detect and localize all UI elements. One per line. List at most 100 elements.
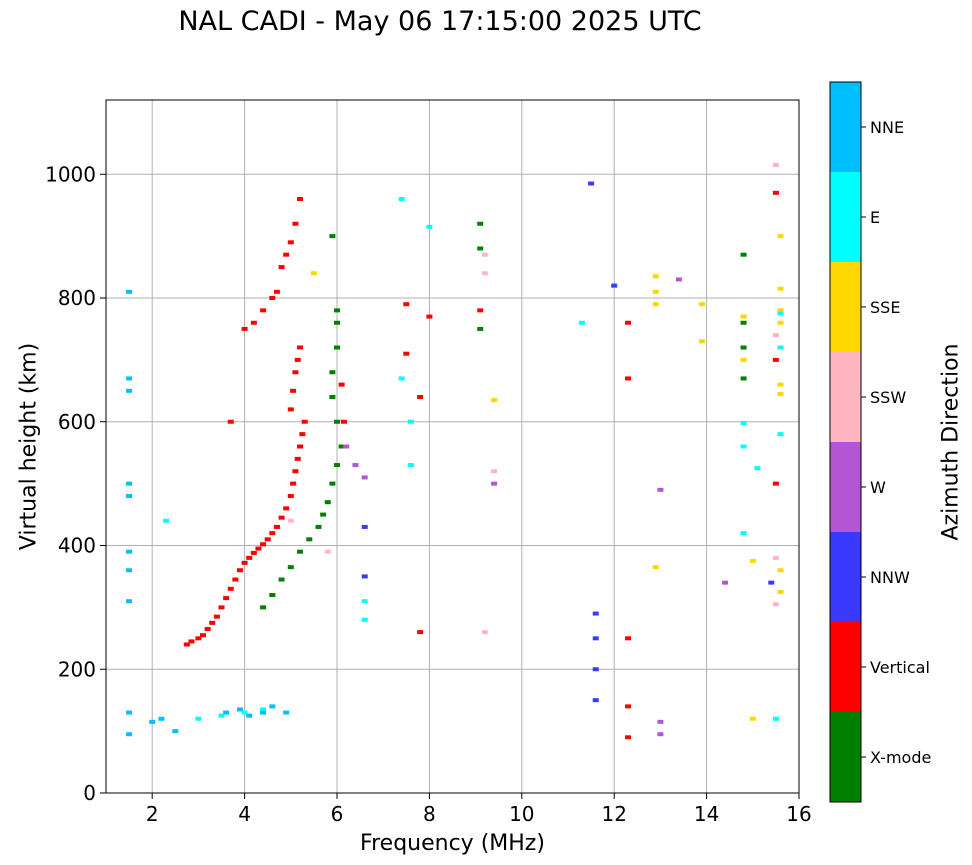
- data-point-e: [361, 599, 368, 604]
- data-point-nne: [172, 729, 179, 734]
- data-point-vertical: [297, 444, 304, 449]
- data-point-nne: [149, 719, 156, 724]
- data-point-ssw: [491, 469, 498, 474]
- data-point-x-mode: [338, 444, 345, 449]
- data-point-x-mode: [334, 320, 340, 325]
- x-tick-label: 12: [601, 802, 626, 826]
- data-point-sse: [777, 382, 784, 387]
- data-point-x-mode: [740, 252, 747, 257]
- data-point-nne: [269, 704, 276, 709]
- data-point-vertical: [241, 560, 248, 565]
- data-point-x-mode: [306, 537, 313, 542]
- data-point-ssw: [481, 252, 488, 257]
- data-point-vertical: [260, 542, 267, 547]
- data-point-sse: [698, 302, 705, 307]
- data-point-vertical: [301, 419, 308, 424]
- data-point-nne: [126, 710, 133, 715]
- data-points: [126, 162, 784, 740]
- data-point-nne: [126, 732, 133, 737]
- data-point-vertical: [269, 531, 276, 536]
- data-point-vertical: [250, 550, 257, 555]
- data-point-x-mode: [329, 234, 336, 239]
- data-point-sse: [777, 308, 784, 313]
- data-point-e: [740, 444, 747, 449]
- data-point-sse: [652, 565, 659, 570]
- data-point-x-mode: [269, 593, 276, 597]
- colorbar-tick-label: NNE: [870, 118, 904, 137]
- data-point-x-mode: [260, 605, 267, 610]
- data-point-nne: [126, 599, 133, 604]
- data-point-e: [163, 518, 170, 523]
- data-point-ssw: [772, 555, 779, 560]
- data-point-nne: [126, 494, 133, 498]
- data-point-vertical: [283, 506, 290, 511]
- data-point-vertical: [340, 419, 347, 424]
- data-point-x-mode: [329, 395, 336, 399]
- data-point-vertical: [227, 586, 234, 591]
- data-point-nne: [126, 481, 133, 486]
- data-point-w: [657, 719, 664, 724]
- data-point-vertical: [283, 252, 290, 257]
- data-point-vertical: [188, 639, 195, 644]
- data-point-vertical: [195, 636, 202, 641]
- data-point-nne: [246, 713, 253, 718]
- data-point-sse: [740, 357, 747, 362]
- y-tick-label: 600: [58, 410, 96, 434]
- data-point-ssw: [772, 162, 779, 167]
- data-point-nnw: [592, 667, 599, 672]
- colorbar: X-mode Vertical NNW W SSW SSE E NNE: [829, 81, 931, 803]
- data-point-e: [195, 716, 202, 721]
- data-point-nne: [158, 716, 165, 721]
- data-point-e: [407, 419, 414, 424]
- data-point-vertical: [260, 308, 267, 313]
- data-point-vertical: [625, 704, 632, 709]
- data-point-vertical: [625, 320, 632, 325]
- chart-title: NAL CADI - May 06 17:15:00 2025 UTC: [178, 6, 702, 37]
- y-tick-label: 1000: [45, 162, 96, 186]
- data-point-ssw: [481, 271, 488, 276]
- data-point-vertical: [297, 345, 304, 350]
- data-point-ssw: [772, 333, 779, 338]
- data-point-vertical: [772, 357, 779, 362]
- data-point-vertical: [294, 456, 301, 461]
- data-point-ssw: [324, 549, 331, 554]
- data-point-vertical: [292, 469, 299, 474]
- data-point-x-mode: [334, 463, 340, 468]
- data-point-vertical: [417, 395, 424, 399]
- colorbar-tick-label: W: [870, 478, 886, 497]
- y-tick-label: 400: [58, 534, 96, 558]
- data-point-vertical: [625, 636, 632, 641]
- data-point-vertical: [278, 515, 285, 520]
- data-point-vertical: [625, 376, 632, 381]
- colorbar-label: Azimuth Direction: [939, 343, 964, 540]
- data-point-w: [361, 475, 368, 480]
- data-point-nnw: [611, 283, 618, 288]
- data-point-nne: [223, 710, 230, 715]
- colorbar-tick-label: NNW: [870, 568, 910, 587]
- data-point-vertical: [290, 481, 297, 486]
- data-point-nne: [260, 710, 267, 715]
- colorbar-segment: [830, 532, 861, 622]
- colorbar-segment: [830, 442, 861, 532]
- y-tick-label: 200: [58, 657, 96, 681]
- data-point-vertical: [477, 308, 484, 313]
- data-point-vertical: [264, 537, 271, 542]
- data-point-e: [777, 345, 784, 350]
- x-tick-label: 16: [786, 802, 811, 826]
- data-point-e: [241, 710, 248, 715]
- data-point-nnw: [592, 698, 599, 703]
- colorbar-tick-label: Vertical: [870, 658, 930, 677]
- data-point-x-mode: [329, 370, 336, 375]
- data-point-vertical: [213, 614, 220, 619]
- x-tick-label: 10: [509, 802, 534, 826]
- data-point-nnw: [592, 611, 599, 616]
- data-point-vertical: [772, 190, 779, 195]
- data-point-vertical: [292, 221, 299, 226]
- data-point-ssw: [481, 630, 488, 635]
- colorbar-tick-label: E: [870, 208, 880, 227]
- data-point-w: [657, 487, 664, 492]
- data-point-e: [754, 466, 761, 471]
- data-point-sse: [777, 568, 784, 573]
- data-point-sse: [777, 286, 784, 291]
- colorbar-segment: [830, 262, 861, 352]
